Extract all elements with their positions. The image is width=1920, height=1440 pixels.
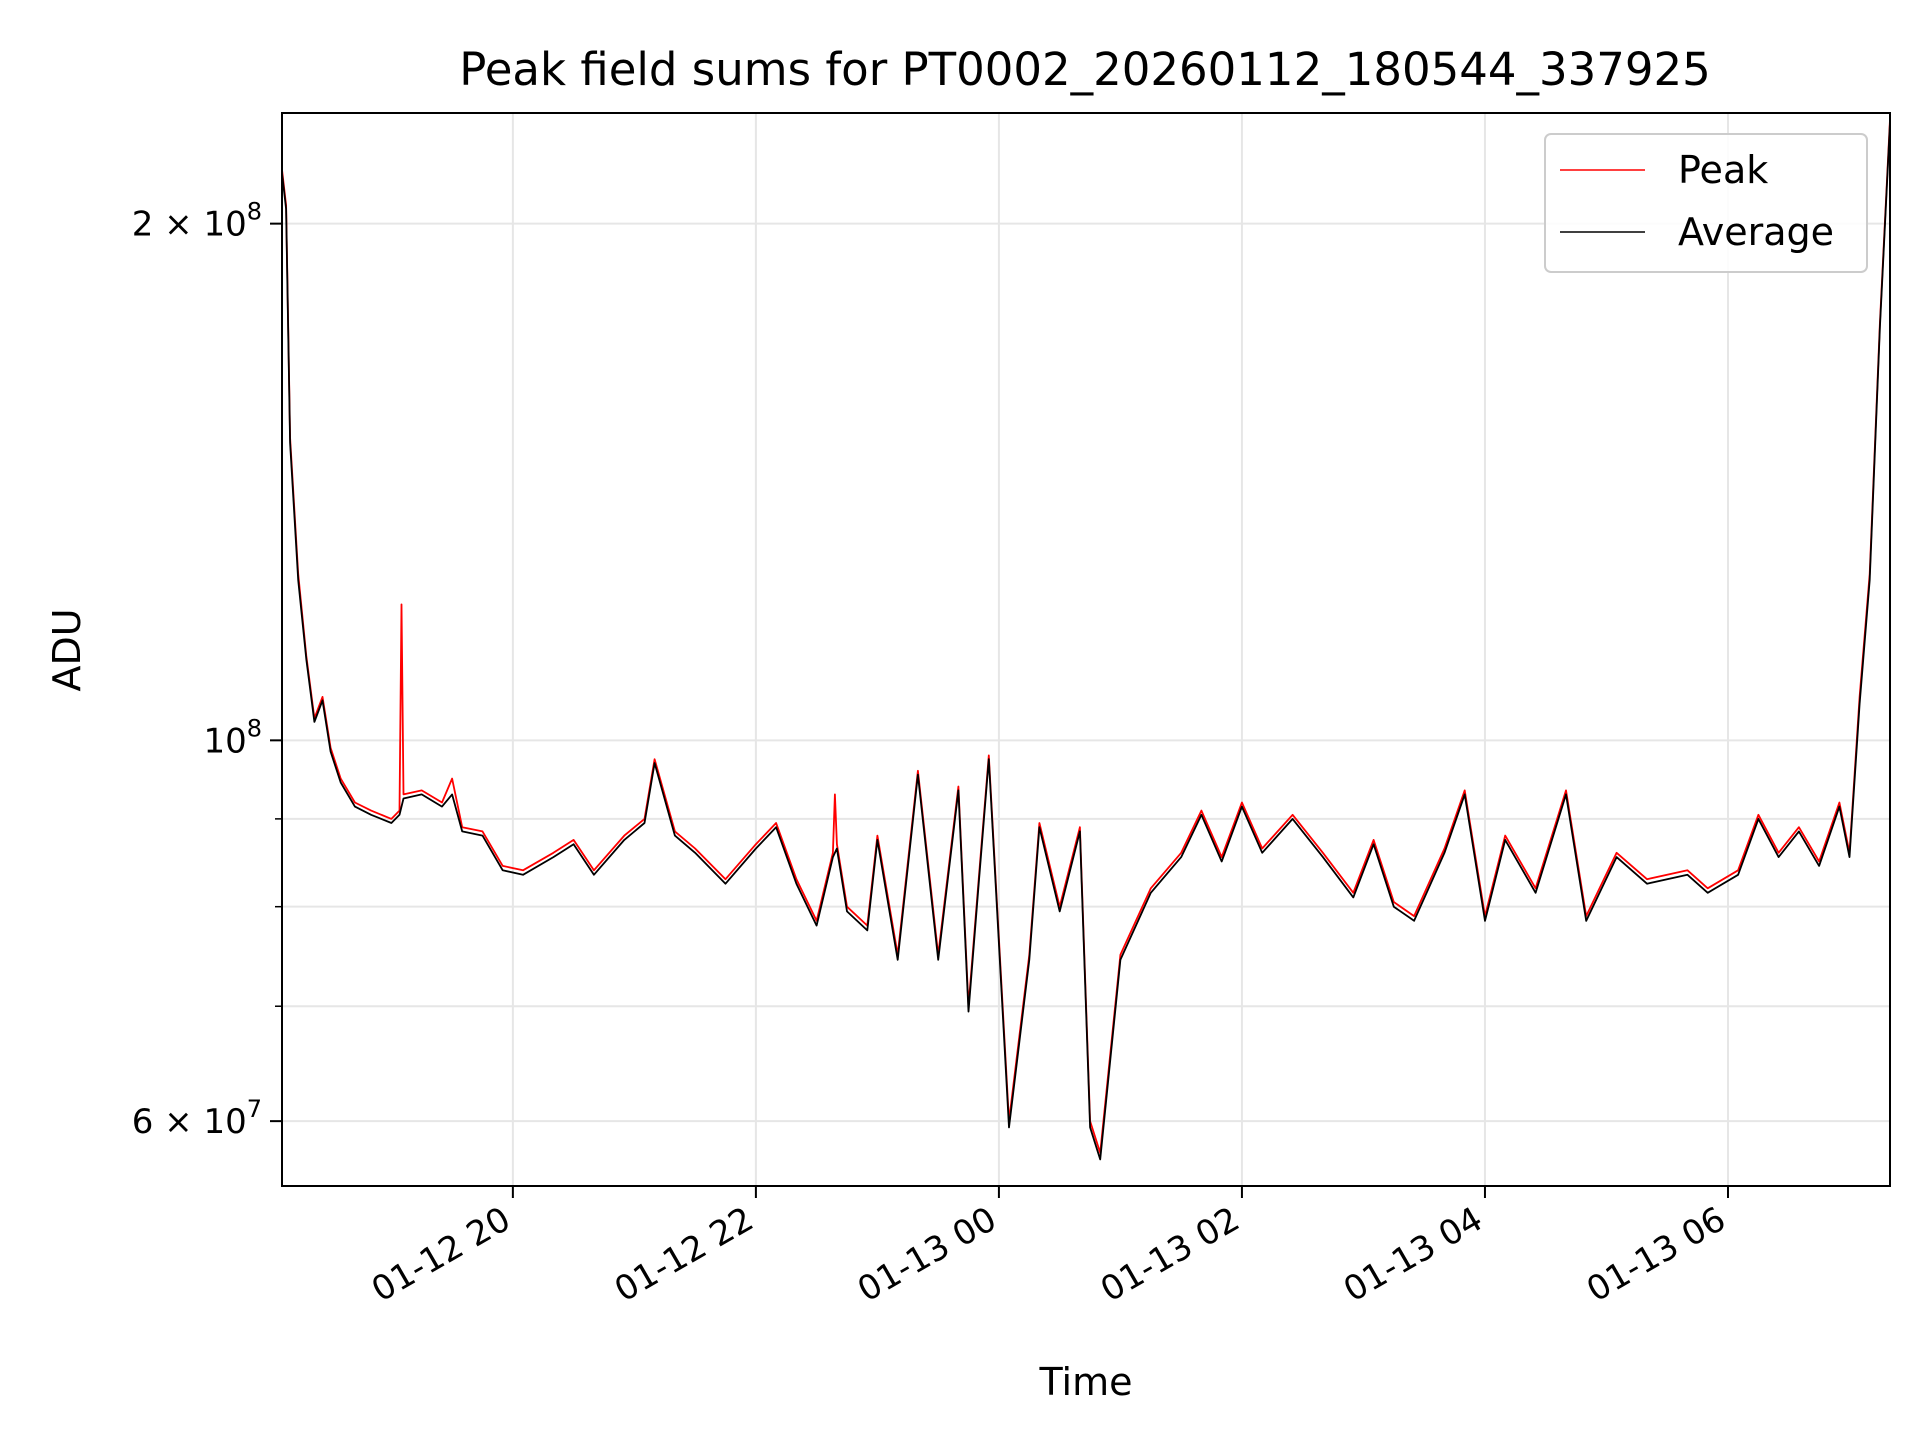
chart-title: Peak field sums for PT0002_20260112_1805…	[459, 43, 1711, 96]
legend: Peak Average	[1544, 133, 1868, 273]
legend-label-peak: Peak	[1678, 148, 1768, 192]
series-line-average	[281, 122, 1891, 1161]
y-tick-label-1: 108	[203, 714, 262, 761]
x-axis-label: Time	[1039, 1360, 1133, 1404]
series-layer	[281, 119, 1891, 1161]
y-tick-label-0: 6 × 107	[132, 1095, 262, 1142]
y-axis: 6 × 107 108 2 × 108	[132, 198, 282, 1142]
legend-box	[1544, 133, 1868, 273]
plot-frame	[281, 112, 1891, 1187]
y-axis-label: ADU	[45, 608, 89, 691]
legend-label-average: Average	[1678, 210, 1834, 254]
y-tick-label-2: 2 × 108	[132, 198, 262, 245]
